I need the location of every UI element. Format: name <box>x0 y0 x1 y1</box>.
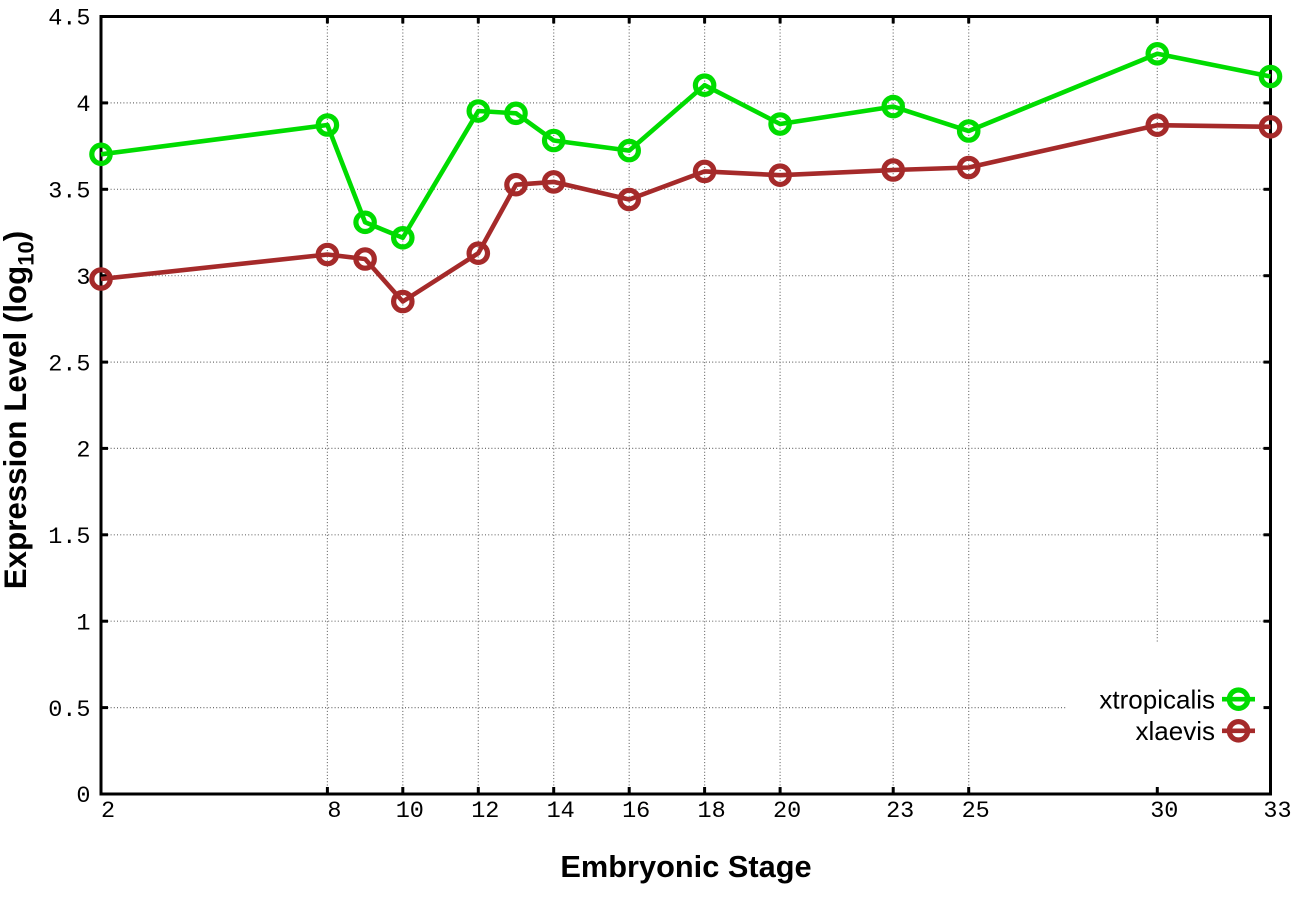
svg-text:20: 20 <box>773 798 801 825</box>
svg-text:Expression Level (log10): Expression Level (log10) <box>0 231 39 589</box>
svg-text:0: 0 <box>76 783 90 810</box>
svg-text:18: 18 <box>697 798 725 825</box>
svg-text:xlaevis: xlaevis <box>1136 716 1215 746</box>
svg-text:4.5: 4.5 <box>48 6 90 33</box>
svg-text:2.5: 2.5 <box>48 351 90 378</box>
svg-text:3.5: 3.5 <box>48 179 90 206</box>
svg-text:25: 25 <box>962 798 990 825</box>
svg-text:1.5: 1.5 <box>48 524 90 551</box>
svg-text:2: 2 <box>76 438 90 465</box>
svg-text:3: 3 <box>76 265 90 292</box>
svg-text:16: 16 <box>622 798 650 825</box>
svg-text:14: 14 <box>547 798 575 825</box>
svg-text:4: 4 <box>76 92 90 119</box>
svg-text:2: 2 <box>101 798 115 825</box>
svg-text:10: 10 <box>396 798 424 825</box>
svg-text:12: 12 <box>471 798 499 825</box>
svg-text:0.5: 0.5 <box>48 697 90 724</box>
svg-text:23: 23 <box>886 798 914 825</box>
svg-text:30: 30 <box>1150 798 1178 825</box>
svg-text:Embryonic Stage: Embryonic Stage <box>560 849 811 884</box>
svg-text:xtropicalis: xtropicalis <box>1099 685 1215 715</box>
svg-text:1: 1 <box>76 610 90 637</box>
svg-text:33: 33 <box>1263 798 1291 825</box>
svg-text:8: 8 <box>327 798 341 825</box>
